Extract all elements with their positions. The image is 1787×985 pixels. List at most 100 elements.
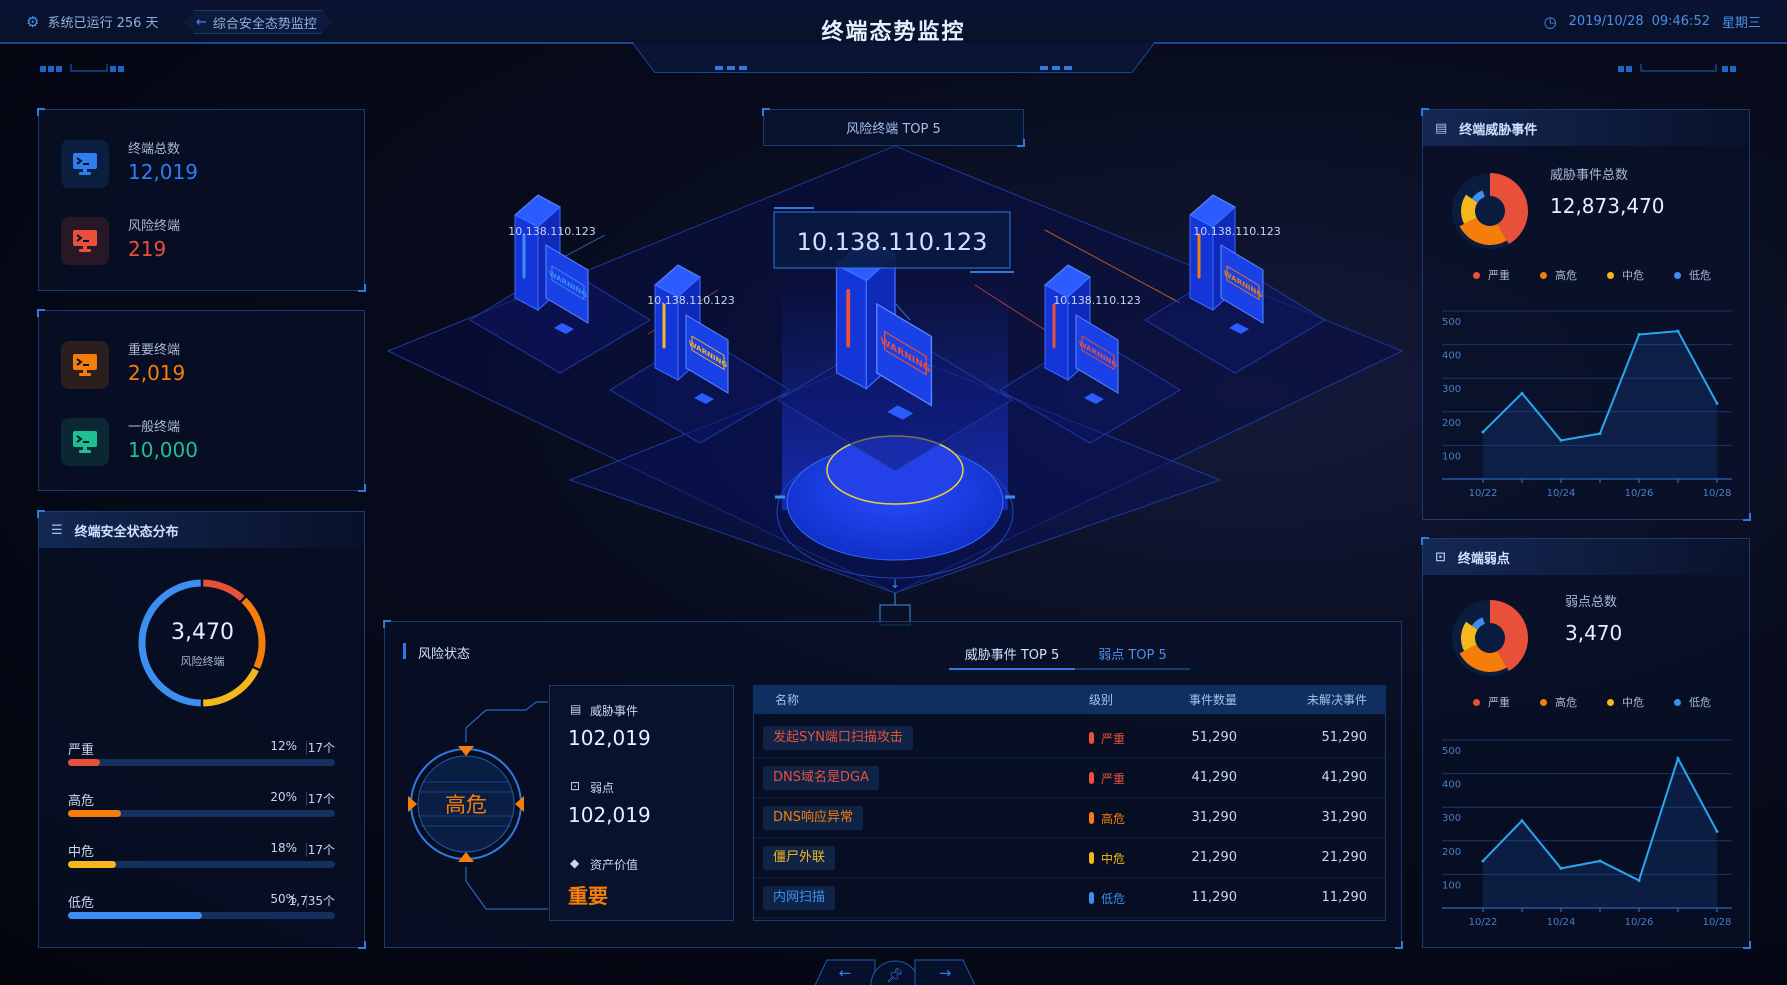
- table-row[interactable]: 僵尸外联 中危 21,290 21,290: [753, 838, 1386, 878]
- stat-label: 风险终端: [128, 219, 181, 234]
- level-pct: 50%: [270, 892, 297, 906]
- y-tick-label: 200: [1442, 847, 1461, 858]
- threat-level: 低危: [1101, 892, 1126, 906]
- risk-title: 风险状态: [418, 647, 471, 662]
- threat-level: 高危: [1101, 812, 1126, 826]
- stat-value: 12,019: [128, 160, 198, 184]
- legend-dot: [1607, 271, 1614, 279]
- terminal-computer[interactable]: WARNING: [1044, 264, 1119, 404]
- risk-level-text: 高危: [445, 793, 487, 817]
- level-dot: [1089, 812, 1094, 824]
- terminal-scene: ↓ WARNING10.138.110.123WARNING10.138.110…: [386, 145, 1404, 626]
- level-bar-fill: [68, 912, 202, 919]
- panel-header: ▤ 终端威胁事件: [1423, 110, 1749, 146]
- threat-level: 严重: [1101, 772, 1126, 786]
- legend-item: 低危: [1674, 267, 1711, 283]
- info-value: 102,019: [568, 803, 651, 827]
- divider: [306, 894, 307, 908]
- threat-name: 僵尸外联: [763, 846, 836, 870]
- legend-label: 严重: [1488, 269, 1510, 282]
- terminal-icon: [61, 140, 109, 188]
- threat-total: 12,873,470: [1550, 194, 1665, 218]
- event-count: 41,290: [1191, 770, 1238, 785]
- level-bar: [68, 759, 335, 766]
- uptime-indicator: ⚙ 系统已运行 256 天: [26, 12, 159, 32]
- panel-header: ☰ 终端安全状态分布: [39, 512, 364, 548]
- arrow-right-icon: →: [939, 964, 952, 982]
- trend-point-10/28: [1715, 401, 1719, 405]
- title-accent: [403, 643, 406, 659]
- distribution-donut: [138, 579, 266, 707]
- divider: [306, 843, 307, 857]
- tab-threat-top5[interactable]: 威胁事件 TOP 5: [949, 644, 1075, 670]
- terminal-ip: 10.138.110.123: [1193, 225, 1280, 238]
- threat-trend-chart: 100 200 300 400 500 10/22 10/24 10/26 10/28: [1442, 310, 1732, 499]
- level-label: 中危: [68, 845, 95, 860]
- terminal-count-panel: 终端总数 12,019 风险终端 219: [37, 108, 366, 292]
- tab-vuln-top5[interactable]: 弱点 TOP 5: [1098, 648, 1167, 663]
- legend-item: 低危: [1674, 694, 1711, 710]
- threat-name: 内网扫描: [763, 886, 836, 910]
- level-count: 17个: [307, 741, 335, 755]
- vulnerability-icon: ⊡: [570, 779, 581, 793]
- table-row[interactable]: DNS域名是DGA 严重 41,290 41,290: [753, 758, 1386, 798]
- terminal-icon: [61, 341, 109, 389]
- stat-label: 一般终端: [128, 420, 181, 435]
- unresolved-count: 41,290: [1321, 770, 1368, 785]
- terminal-computer[interactable]: WARNING: [1189, 194, 1264, 334]
- legend-label: 中危: [1622, 269, 1644, 282]
- table-header: 名称 级别 事件数量 未解决事件: [753, 685, 1386, 714]
- threat-name: DNS域名是DGA: [763, 766, 879, 790]
- legend-item: 严重: [1473, 694, 1510, 710]
- donut-total: 3,470: [171, 620, 234, 645]
- featured-ip: 10.138.110.123: [797, 228, 988, 256]
- rose-slice-高危: [1459, 644, 1507, 672]
- level-count: 1,735个: [288, 894, 335, 908]
- next-button[interactable]: →: [914, 959, 975, 985]
- pin-button[interactable]: 📌︎: [870, 960, 920, 985]
- clock-icon: ◷: [1543, 12, 1557, 31]
- threat-level: 严重: [1101, 732, 1126, 746]
- info-value: 102,019: [568, 726, 651, 750]
- terminal-ip: 10.138.110.123: [1053, 294, 1140, 307]
- table-row[interactable]: DNS响应异常 高危 31,290 31,290: [753, 798, 1386, 838]
- level-count: 17个: [307, 792, 335, 806]
- event-count: 51,290: [1191, 730, 1238, 745]
- terminal-computer[interactable]: WARNING: [514, 194, 589, 334]
- y-tick-label: 100: [1442, 451, 1461, 462]
- stat-value: 10,000: [128, 438, 198, 462]
- legend-item: 中危: [1607, 694, 1644, 710]
- rose-slice-低危: [1471, 617, 1485, 630]
- x-tick-label: 10/24: [1547, 917, 1576, 928]
- level-pct: 18%: [270, 841, 297, 855]
- threat-legend: 严重 高危 中危 低危: [1473, 267, 1711, 283]
- level-bar-fill: [68, 759, 101, 766]
- legend-label: 中危: [1622, 696, 1644, 709]
- col-level: 级别: [1089, 693, 1114, 707]
- x-tick-label: 10/22: [1469, 488, 1498, 499]
- back-button[interactable]: ← 综合安全态势监控: [185, 10, 331, 34]
- terminal-importance-panel: 重要终端 2,019 一般终端 10,000: [37, 309, 366, 492]
- legend-item: 严重: [1473, 267, 1510, 283]
- table-row[interactable]: 内网扫描 低危 11,290 11,290: [753, 878, 1386, 918]
- rose-slice-中危: [1461, 621, 1478, 651]
- legend-label: 低危: [1689, 696, 1711, 709]
- risk-top5-title: 风险终端 TOP 5: [762, 108, 1025, 147]
- level-dot: [1089, 892, 1094, 904]
- trend-point-10/24: [1559, 866, 1563, 870]
- legend-item: 高危: [1540, 694, 1577, 710]
- threat-total-label: 威胁事件总数: [1550, 168, 1629, 183]
- clipboard-icon: ▤: [570, 702, 582, 716]
- level-label: 严重: [68, 743, 95, 758]
- prev-button[interactable]: ←: [815, 959, 876, 985]
- info-label: 弱点: [590, 781, 615, 795]
- y-tick-label: 500: [1442, 746, 1461, 757]
- trend-area: [1483, 331, 1717, 479]
- trend-area: [1483, 758, 1717, 908]
- risk-status-panel: 风险状态 威胁事件 TOP 5 弱点 TOP 5 高危 ▤ 威胁事件 102,019…: [383, 620, 1403, 949]
- event-count: 21,290: [1191, 850, 1238, 865]
- terminal-computer[interactable]: WARNING: [654, 264, 729, 404]
- table-row[interactable]: 发起SYN端口扫描攻击 严重 51,290 51,290: [753, 718, 1386, 758]
- threat-level: 中危: [1101, 852, 1126, 866]
- trend-point-10/22: [1481, 859, 1485, 863]
